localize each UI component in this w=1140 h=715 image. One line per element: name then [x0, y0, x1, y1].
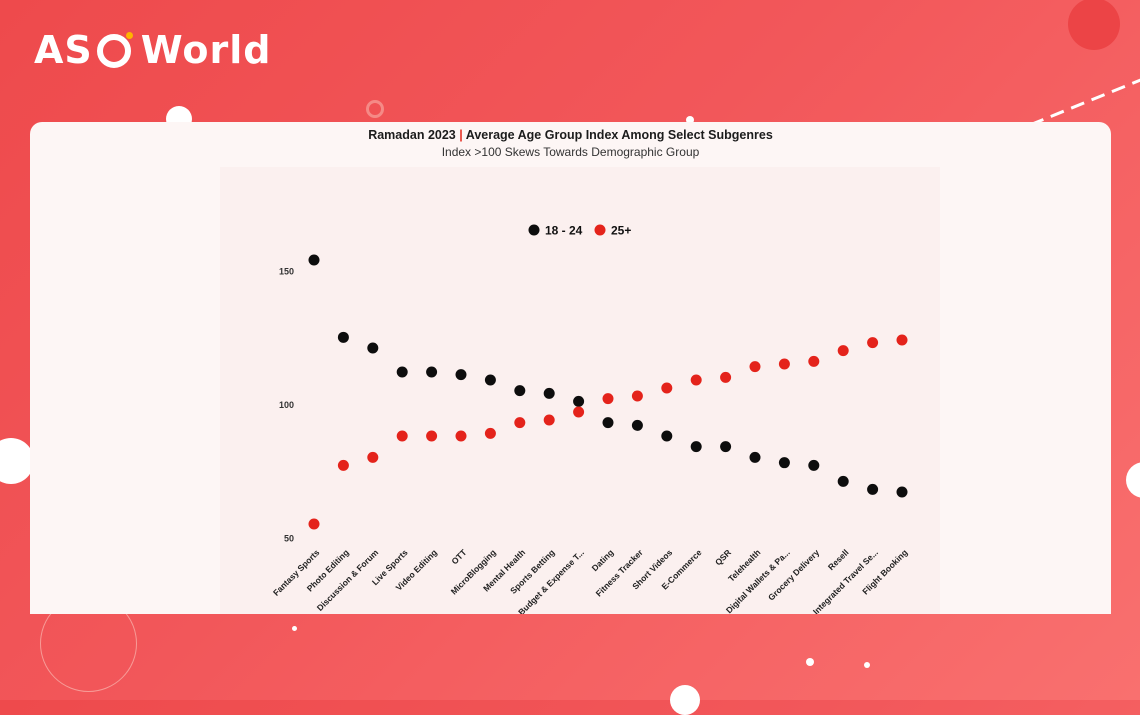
bg-small-dot-2	[864, 662, 870, 668]
data-point	[690, 441, 702, 453]
data-point	[573, 395, 585, 407]
legend-marker	[594, 224, 606, 236]
legend-label: 25+	[611, 224, 631, 238]
data-point	[837, 475, 849, 487]
chart-title: Ramadan 2023 | Average Age Group Index A…	[30, 128, 1111, 142]
data-point	[808, 459, 820, 471]
x-category-label: Grocery Delivery	[766, 547, 821, 602]
data-point	[367, 451, 379, 463]
data-point	[455, 430, 467, 442]
bg-small-dot-1	[806, 658, 814, 666]
x-category-label: Resell	[826, 547, 851, 572]
data-point	[778, 358, 790, 370]
data-point	[631, 390, 643, 402]
bg-small-dot-3	[292, 626, 297, 631]
data-point	[631, 419, 643, 431]
bg-circle-top-right	[1068, 0, 1120, 50]
x-category-label: Dating	[590, 547, 616, 573]
data-point	[396, 366, 408, 378]
data-point	[896, 486, 908, 498]
data-point	[602, 417, 614, 429]
data-point	[308, 518, 320, 530]
data-point	[514, 385, 526, 397]
legend-marker	[528, 224, 540, 236]
data-point	[749, 361, 761, 373]
data-point	[367, 342, 379, 354]
data-point	[867, 337, 879, 349]
data-point	[720, 441, 732, 453]
bg-circle-right	[1126, 462, 1140, 498]
data-point	[778, 457, 790, 469]
bg-dot-2	[686, 116, 694, 124]
logo-text-left: AS	[34, 28, 93, 72]
data-point	[602, 393, 614, 405]
data-point	[337, 331, 349, 343]
data-point	[720, 371, 732, 383]
data-point	[455, 369, 467, 381]
y-tick-label: 50	[284, 533, 294, 543]
data-point	[426, 366, 438, 378]
chart-title-main: Ramadan 2023	[368, 128, 456, 142]
data-point	[543, 414, 555, 426]
data-point	[661, 382, 673, 394]
aso-world-logo: AS World	[34, 28, 271, 72]
chart-title-rest: Average Age Group Index Among Select Sub…	[465, 128, 773, 142]
data-point	[690, 374, 702, 386]
x-category-label: QSR	[713, 547, 733, 567]
y-tick-label: 150	[279, 267, 294, 277]
data-point	[484, 427, 496, 439]
bg-circle-left	[0, 438, 34, 484]
logo-text-right: World	[140, 28, 272, 72]
data-point	[308, 254, 320, 266]
chart-card: Ramadan 2023 | Average Age Group Index A…	[30, 122, 1111, 614]
data-point	[337, 459, 349, 471]
y-tick-label: 100	[279, 400, 294, 410]
data-point	[396, 430, 408, 442]
logo-o-icon	[96, 32, 133, 68]
data-point	[837, 345, 849, 357]
data-point	[426, 430, 438, 442]
bg-ring	[366, 100, 384, 118]
legend-label: 18 - 24	[545, 224, 583, 238]
plot-background	[220, 167, 940, 614]
data-point	[896, 334, 908, 346]
data-point	[661, 430, 673, 442]
data-point	[484, 374, 496, 386]
bg-bottom-dot	[670, 685, 700, 715]
data-point	[543, 387, 555, 399]
data-point	[749, 451, 761, 463]
chart-title-separator: |	[459, 128, 463, 142]
data-point	[867, 483, 879, 495]
chart-subtitle: Index >100 Skews Towards Demographic Gro…	[441, 145, 700, 159]
data-point	[808, 355, 820, 367]
data-point	[573, 406, 585, 418]
x-category-label: OTT	[449, 547, 469, 567]
data-point	[514, 417, 526, 429]
